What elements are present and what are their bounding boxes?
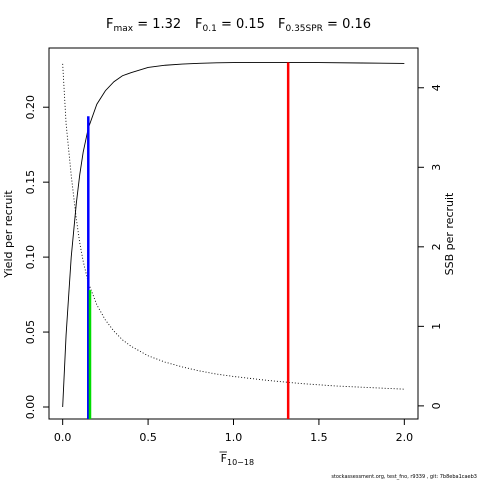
x-axis-label: F 10−18 xyxy=(219,451,254,467)
y2-tick-label: 0 xyxy=(430,402,443,409)
x-axis-label-sub: 10−18 xyxy=(227,458,254,467)
x-tick-label: 2.0 xyxy=(396,431,414,444)
plot-marks xyxy=(62,61,405,419)
y-axis-label: Yield per recruit xyxy=(2,190,15,279)
footer-note: stockassessment.org, test_fno, r9339 , g… xyxy=(331,474,477,480)
title-part: F0.1 = 0.15 xyxy=(195,17,265,34)
yield-per-recruit-line xyxy=(62,61,405,408)
y-tick-label: 0.00 xyxy=(24,395,37,420)
ssb-per-recruit-line xyxy=(62,63,405,390)
y-tick-label: 0.15 xyxy=(24,170,37,195)
y2-tick-label: 1 xyxy=(430,323,443,330)
x-axis-label-main: F xyxy=(221,452,227,465)
x-tick-label: 1.0 xyxy=(225,431,243,444)
chart-title: Fmax = 1.32 F0.1 = 0.15 F0.35SPR = 0.16 xyxy=(106,17,371,34)
y-tick-label: 0.20 xyxy=(24,95,37,120)
y-tick-label: 0.05 xyxy=(24,320,37,345)
title-part: Fmax = 1.32 xyxy=(106,17,181,34)
x-tick-label: 1.5 xyxy=(310,431,328,444)
y2-tick-label: 2 xyxy=(430,243,443,250)
y2-tick-label: 4 xyxy=(430,84,443,91)
axes: 0.0 0.5 1.0 1.5 2.0 0.00 0.05 0.10 0.15 0.20 0 1 2 3 4 xyxy=(24,84,443,444)
y-tick-label: 0.10 xyxy=(24,245,37,270)
x-tick-label: 0.0 xyxy=(54,431,72,444)
x-tick-label: 0.5 xyxy=(139,431,157,444)
y2-axis-label: SSB per recruit xyxy=(443,192,456,275)
title-part: F0.35SPR = 0.16 xyxy=(278,17,371,34)
y2-tick-label: 3 xyxy=(430,164,443,171)
